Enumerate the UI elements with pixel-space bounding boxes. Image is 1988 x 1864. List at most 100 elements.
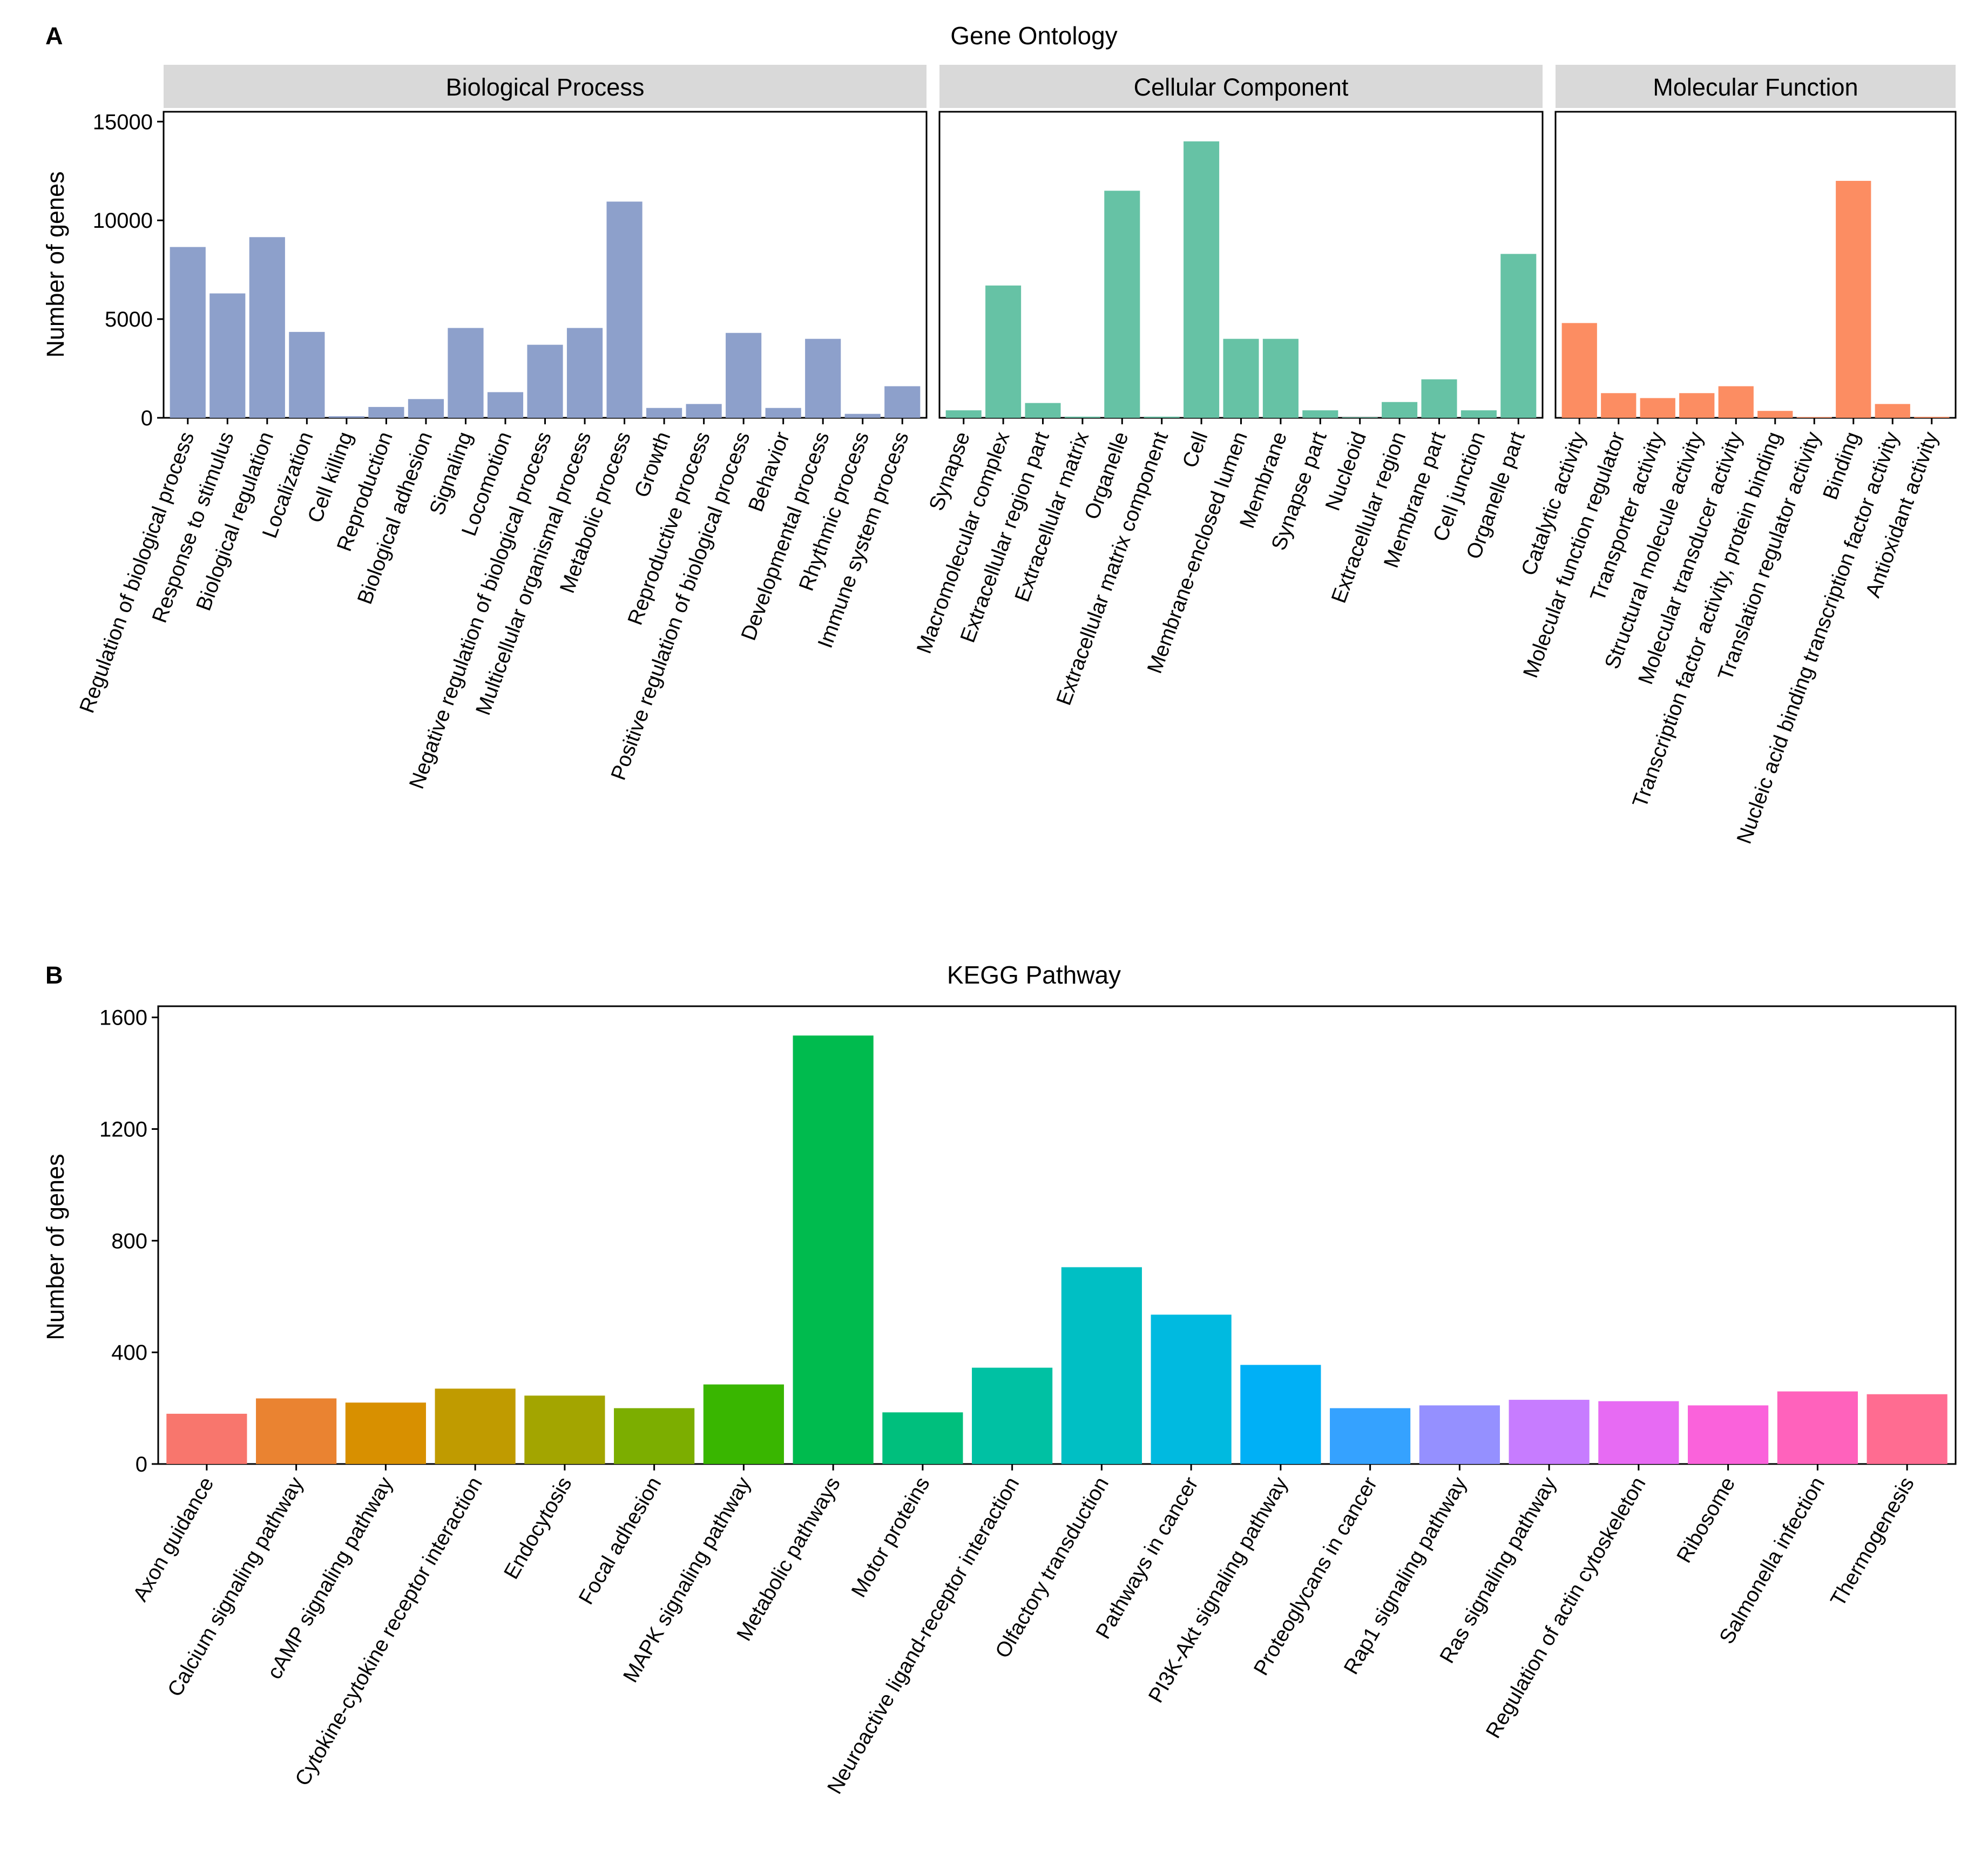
bar-transporter-activity [1640,398,1675,418]
bar-molecular-function-regulator [1601,393,1637,418]
kegg-y-tick-label: 400 [111,1341,147,1365]
go-y-tick-label: 15000 [93,110,153,134]
bar-cell-killing [328,416,364,418]
bar-neuroactive-ligand-receptor-interaction [972,1367,1053,1464]
bar-translation-regulator-activity [1796,417,1832,418]
x-label-cytokine-cytokine-receptor-interaction: Cytokine-cytokine receptor interaction [290,1473,486,1790]
bar-biological-adhesion [408,399,444,418]
x-label-salmonella-infection: Salmonella infection [1715,1473,1829,1648]
bar-synapse [945,410,982,418]
bar-membrane-part [1421,379,1457,418]
bar-locomotion [487,392,524,418]
bar-reproductive-process [686,404,722,418]
go-y-tick-label: 0 [141,406,153,430]
bar-cell-junction [1460,410,1497,418]
bar-positive-regulation-of-biological-process [726,333,762,418]
bar-molecular-transducer-activity [1718,386,1754,418]
bar-nucleoid [1342,417,1378,418]
bar-axon-guidance [166,1413,247,1464]
facet-strip [939,65,1543,108]
x-label-binding: Binding [1818,429,1864,503]
bar-motor-proteins [882,1412,963,1464]
bar-structural-molecule-activity [1679,393,1715,418]
bar-rap1-signaling-pathway [1419,1405,1500,1464]
bar-cytokine-cytokine-receptor-interaction [435,1388,516,1464]
bar-binding [1836,181,1871,418]
bar-regulation-of-actin-cytoskeleton [1598,1401,1679,1464]
x-label-ribosome: Ribosome [1672,1473,1740,1567]
bar-signaling [448,328,484,418]
facet-strip-label: Cellular Component [1134,73,1349,101]
bar-transcription-factor-activity-protein-binding [1757,411,1793,418]
bar-extracellular-region [1382,402,1418,418]
panel-b-letter: B [45,961,63,989]
bar-organelle-part [1500,254,1537,418]
facet-strip-label: Molecular Function [1653,73,1858,101]
facet-strip [1556,65,1956,108]
bar-extracellular-matrix-component [1144,416,1180,418]
x-label-focal-adhesion: Focal adhesion [574,1473,666,1609]
bar-biological-regulation [249,237,285,418]
bar-ras-signaling-pathway [1509,1400,1590,1464]
bar-calcium-signaling-pathway [256,1398,337,1464]
kegg-panel-border [157,1005,1957,1465]
bar-organelle [1104,191,1140,418]
bar-multicellular-organismal-process [566,328,603,418]
bar-pathways-in-cancer [1151,1314,1232,1464]
bar-nucleic-acid-binding-transcription-factor-activity [1875,404,1910,418]
bar-behavior [765,408,801,418]
kegg-y-tick-label: 1200 [99,1118,147,1142]
bar-pi3k-akt-signaling-pathway [1240,1365,1321,1464]
bar-synapse-part [1302,410,1338,418]
x-label-endocytosis: Endocytosis [499,1473,576,1583]
bar-mapk-signaling-pathway [703,1384,784,1464]
bar-membrane [1262,338,1299,418]
x-label-motor-proteins: Motor proteins [847,1473,935,1601]
x-label-neuroactive-ligand-receptor-interaction: Neuroactive ligand-receptor interaction [823,1473,1024,1798]
bar-extracellular-region-part [1025,403,1061,418]
x-label-regulation-of-actin-cytoskeleton: Regulation of actin cytoskeleton [1482,1473,1651,1742]
x-label-pathways-in-cancer: Pathways in cancer [1092,1473,1203,1643]
facet-strip [164,65,927,108]
bar-response-to-stimulus [209,293,246,418]
bar-cell [1184,141,1220,418]
panel-b-y-axis-title: Number of genes [42,1154,69,1340]
bar-extracellular-matrix [1064,416,1100,418]
bar-antioxidant-activity [1914,417,1950,418]
bar-localization [289,331,325,418]
bar-developmental-process [805,338,841,418]
bar-focal-adhesion [614,1408,695,1464]
bar-thermogenesis [1867,1394,1948,1464]
bar-regulation-of-biological-process [170,247,206,418]
x-label-growth: Growth [630,429,675,500]
bar-endocytosis [524,1395,605,1464]
x-label-cell: Cell [1178,429,1212,471]
panel-a-letter: A [45,22,63,50]
bar-rhythmic-process [844,414,881,418]
panel-b-title: KEGG Pathway [947,961,1121,989]
kegg-y-tick-label: 1600 [99,1006,147,1030]
bar-olfactory-transduction [1061,1267,1142,1464]
bar-immune-system-process [884,386,921,418]
kegg-y-tick-label: 800 [111,1229,147,1253]
bar-salmonella-infection [1777,1391,1858,1464]
facet-strip-label: Biological Process [446,73,645,101]
go-y-tick-label: 5000 [105,308,153,331]
bar-growth [646,408,682,418]
x-label-metabolic-pathways: Metabolic pathways [732,1473,844,1645]
facet-cellular-component: Cellular ComponentSynapseMacromolecular … [912,65,1544,708]
bar-macromolecular-complex [985,285,1022,418]
bar-catalytic-activity [1561,323,1597,418]
panel-a-title: Gene Ontology [950,22,1117,50]
bar-negative-regulation-of-biological-process [527,344,563,418]
bar-ribosome [1688,1405,1769,1464]
bar-metabolic-process [606,201,643,418]
x-label-axon-guidance: Axon guidance [129,1473,218,1605]
x-label-thermogenesis: Thermogenesis [1826,1473,1919,1610]
kegg-y-tick-label: 0 [136,1453,147,1476]
bar-camp-signaling-pathway [345,1402,426,1464]
